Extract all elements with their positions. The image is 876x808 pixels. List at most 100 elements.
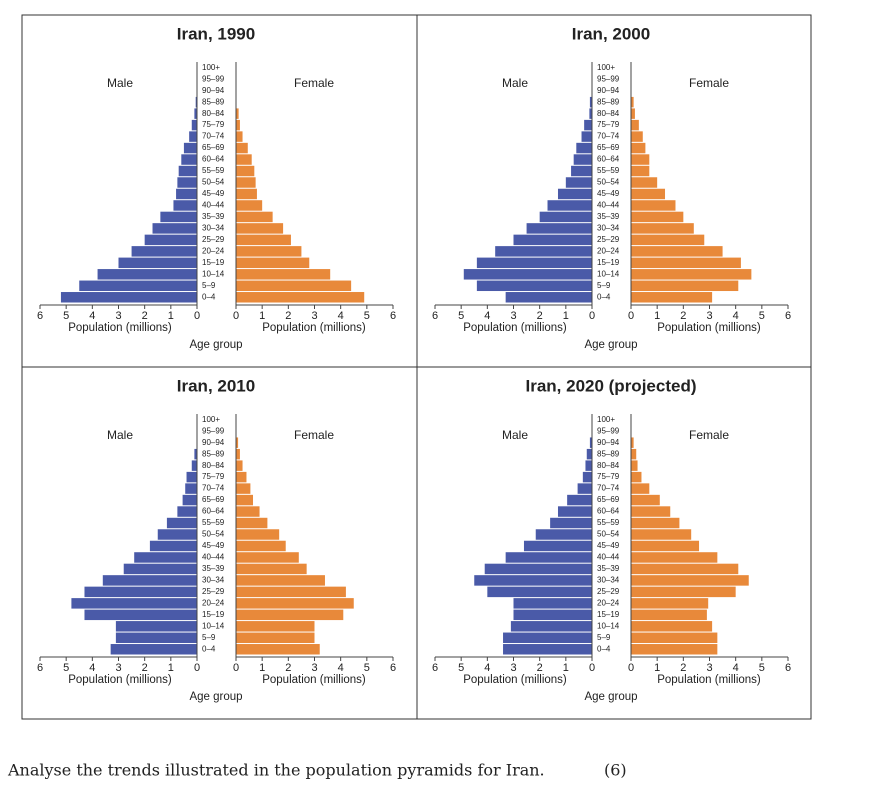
- age-group-label: 65–69: [202, 143, 225, 152]
- age-group-label: 45–49: [597, 189, 620, 198]
- bar-male: [513, 609, 592, 621]
- x-tick-label: 5: [458, 662, 464, 674]
- pyramid-panel: Iran, 2020 (projected)Male Female0–45–910…: [432, 376, 791, 703]
- bar-male: [195, 96, 197, 108]
- bar-female: [631, 563, 739, 575]
- bar-female: [236, 131, 243, 142]
- bar-female: [236, 471, 247, 483]
- chart-title: Iran, 2010: [177, 376, 255, 395]
- x-tick-label: 5: [63, 310, 69, 322]
- age-group-label: 30–34: [202, 576, 225, 585]
- bar-female: [631, 517, 680, 529]
- x-tick-label: 3: [510, 662, 516, 674]
- bar-female: [236, 234, 291, 246]
- x-tick-label: 1: [259, 662, 265, 674]
- age-group-label: 20–24: [597, 598, 620, 607]
- x-tick-label: 1: [654, 310, 660, 322]
- x-tick-label: 6: [390, 662, 396, 674]
- age-group-label: 55–59: [597, 518, 620, 527]
- bar-female: [236, 494, 254, 506]
- age-group-label: 60–64: [202, 155, 225, 164]
- age-group-label: 55–59: [202, 166, 225, 175]
- x-tick-label: 6: [390, 310, 396, 322]
- bar-female: [236, 119, 240, 131]
- age-group-label: 15–19: [597, 258, 620, 267]
- bar-female: [631, 211, 684, 223]
- x-tick-label: 1: [259, 310, 265, 322]
- bar-female: [236, 211, 273, 223]
- age-group-label: 20–24: [202, 246, 225, 255]
- age-group-label: 40–44: [597, 553, 620, 562]
- bar-male: [149, 540, 197, 552]
- bar-female: [631, 529, 692, 540]
- bar-male: [476, 280, 592, 292]
- age-group-label: 80–84: [202, 109, 225, 118]
- age-group-label: 0–4: [202, 644, 216, 653]
- bar-female: [631, 540, 700, 552]
- bar-male: [571, 165, 592, 177]
- x-tick-label: 4: [733, 662, 739, 674]
- age-group-label: 50–54: [202, 530, 225, 539]
- x-tick-label: 0: [628, 310, 634, 322]
- x-axis-label: Population (millions): [657, 674, 761, 686]
- age-group-label: 100+: [202, 63, 220, 72]
- bar-male: [557, 506, 592, 517]
- age-group-label: 75–79: [202, 120, 225, 129]
- bar-female: [631, 621, 713, 632]
- bar-female: [236, 621, 315, 632]
- bar-male: [503, 632, 592, 644]
- bar-female: [236, 644, 320, 655]
- age-group-label: 85–89: [597, 97, 620, 106]
- bar-female: [631, 586, 736, 598]
- age-group-label: 90–94: [202, 438, 225, 447]
- age-group-label: 15–19: [597, 610, 620, 619]
- bar-female: [631, 177, 658, 188]
- bar-male: [177, 177, 197, 188]
- x-tick-label: 0: [589, 662, 595, 674]
- age-group-label: 0–4: [202, 292, 216, 301]
- bar-female: [631, 552, 718, 563]
- x-tick-label: 2: [142, 310, 148, 322]
- legend-label: Female: [689, 428, 729, 442]
- legend-label: Male: [502, 428, 528, 442]
- bar-female: [236, 437, 239, 448]
- bar-female: [236, 506, 260, 517]
- bar-female: [631, 200, 676, 211]
- x-tick-label: 0: [589, 310, 595, 322]
- legend-label: Female: [294, 76, 334, 90]
- bar-female: [236, 586, 346, 598]
- legend-label: Male: [107, 76, 133, 90]
- bar-male: [115, 621, 197, 632]
- age-group-label: 70–74: [202, 484, 225, 493]
- x-tick-label: 5: [458, 310, 464, 322]
- chart-title: Iran, 2000: [572, 24, 650, 43]
- bar-female: [236, 632, 315, 644]
- chart-title: Iran, 2020 (projected): [525, 376, 696, 395]
- bar-male: [182, 494, 197, 506]
- age-group-label: 55–59: [597, 166, 620, 175]
- bar-female: [631, 575, 749, 586]
- age-group-label: 40–44: [202, 553, 225, 562]
- x-tick-label: 4: [89, 662, 95, 674]
- bar-male: [189, 131, 197, 142]
- x-tick-label: 1: [168, 662, 174, 674]
- bar-female: [631, 632, 718, 644]
- age-group-label: 10–14: [597, 269, 620, 278]
- x-tick-label: 4: [338, 310, 344, 322]
- bar-male: [160, 211, 197, 223]
- bar-male: [550, 517, 592, 529]
- bar-male: [194, 448, 197, 460]
- pyramid-panel: Iran, 2000 Male Female 0–4 5–9 10–14 15–19 20–2…: [432, 24, 791, 351]
- x-tick-label: 3: [706, 662, 712, 674]
- age-group-label: 30–34: [597, 576, 620, 585]
- bar-male: [84, 609, 197, 621]
- bar-female: [236, 142, 248, 154]
- bar-male: [581, 131, 592, 142]
- bar-male: [71, 598, 197, 609]
- x-tick-label: 2: [537, 662, 543, 674]
- bar-female: [236, 154, 252, 165]
- bar-male: [589, 108, 592, 119]
- bar-male: [185, 483, 197, 494]
- age-group-label: 20–24: [202, 598, 225, 607]
- age-group-label: 45–49: [202, 541, 225, 550]
